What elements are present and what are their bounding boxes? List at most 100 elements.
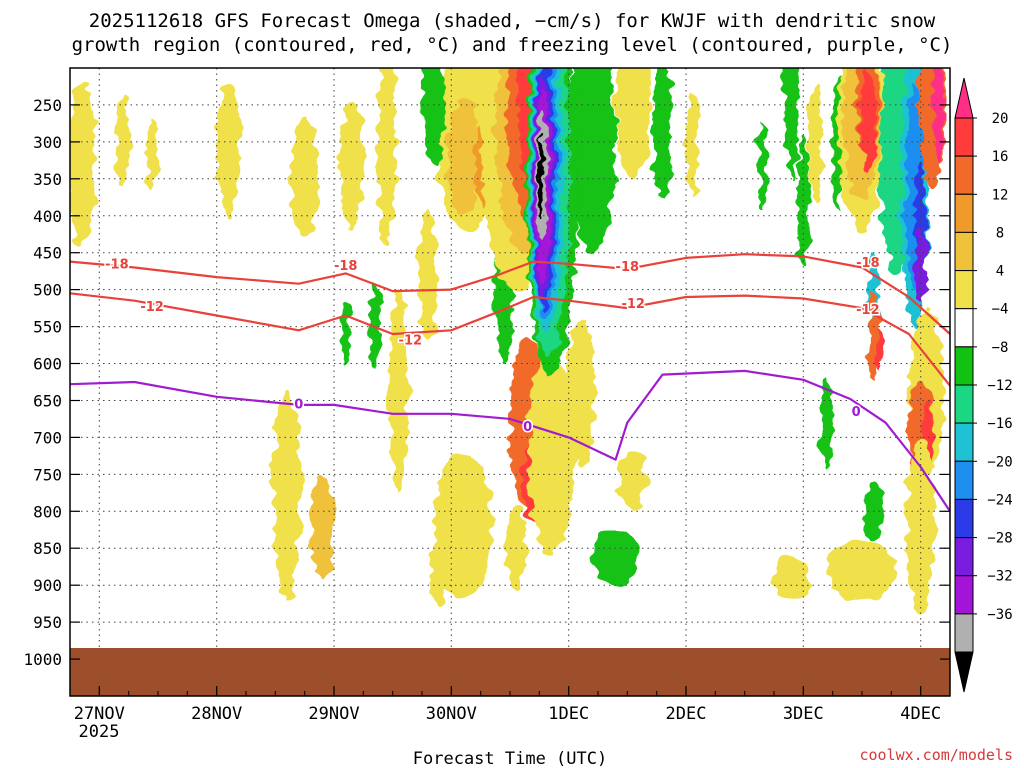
chart-title-line1: 2025112618 GFS Forecast Omega (shaded, −… (89, 10, 936, 32)
omega-blob-gold (310, 474, 334, 578)
colorbar-bottom-arrow (954, 651, 974, 693)
colorbar-label: −32 (987, 569, 1012, 585)
colorbar-label: −36 (987, 607, 1012, 623)
colorbar-swatch (954, 537, 974, 577)
contour-label-dgz-12: -12 (399, 333, 423, 348)
colorbar-swatch (954, 193, 974, 233)
colorbar-top-arrow (954, 77, 974, 119)
omega-blob-black (537, 134, 544, 216)
colorbar-label: −28 (987, 531, 1012, 547)
colorbar-label: −24 (987, 492, 1012, 508)
x-tick-label: 3DEC (783, 704, 824, 724)
contour-freezing-level (70, 369, 950, 512)
colorbar-label: −8 (992, 340, 1009, 356)
contour-label-dgz-12: -12 (140, 300, 164, 315)
y-tick-label: 950 (33, 613, 62, 632)
omega-blob-yellow (826, 540, 898, 601)
omega-blob-green (422, 68, 446, 165)
colorbar-label: 4 (996, 264, 1004, 280)
omega-blob-yellow (527, 348, 575, 556)
omega-blob-yellow (619, 452, 648, 512)
y-tick-label: 400 (33, 207, 62, 226)
x-axis: 27NOV 28NOV 29NOV 30NOV 1DEC 2DEC 3DEC 4DEC (74, 686, 941, 724)
ground-surface (70, 648, 950, 696)
colorbar-label: −12 (987, 378, 1012, 394)
colorbar-label: 8 (996, 225, 1004, 241)
omega-blob-yellow (216, 82, 241, 216)
omega-blob-gold (446, 97, 480, 216)
y-tick-label: 550 (33, 318, 62, 337)
omega-blob-yellow (808, 82, 823, 201)
omega-blob-pink (932, 68, 945, 165)
y-tick-label: 250 (33, 96, 62, 115)
omega-blob-yellow (70, 82, 96, 246)
omega-blob-yellow (389, 289, 408, 497)
contour-label-freezing-level: 0 (294, 398, 303, 413)
x-tick-label: 28NOV (191, 704, 242, 724)
omega-blob-yellow (430, 533, 449, 608)
omega-blob-red (876, 326, 884, 371)
contour-label-dgz-18: -18 (856, 256, 880, 271)
colorbar-swatch (954, 117, 974, 157)
x-tick-label: 27NOV (74, 704, 125, 724)
x-tick-label: 29NOV (308, 704, 359, 724)
omega-blob-green (592, 526, 640, 586)
contour-dgz-18 (70, 253, 950, 335)
colorbar-label: 12 (992, 187, 1009, 203)
omega-blob-green (784, 68, 799, 179)
contour-label-dgz-18: -18 (616, 260, 640, 275)
contour-dgz-12 (70, 292, 950, 387)
y-tick-label: 650 (33, 392, 62, 411)
omega-blob-yellow (115, 97, 130, 187)
y-tick-label: 600 (33, 355, 62, 374)
omega-blob-green (653, 68, 672, 201)
colorbar-swatch (954, 575, 974, 615)
colorbar-swatch (954, 460, 974, 500)
x-tick-label: 30NOV (426, 704, 477, 724)
omega-blob-yellow (566, 319, 595, 467)
omega-blob-green (341, 304, 351, 364)
colorbar-label: −4 (992, 302, 1009, 318)
colorbar-label: 16 (992, 149, 1009, 165)
x-tick-label: 1DEC (548, 704, 589, 724)
omega-blob-red (859, 68, 877, 172)
contour-label-dgz-12: -12 (621, 297, 645, 312)
omega-blob-green (757, 119, 767, 209)
contour-label-freezing-level: 0 (852, 405, 861, 420)
contour-label-dgz-18: -18 (105, 257, 129, 272)
y-tick-label: 450 (33, 244, 62, 263)
x-year-label: 2025 (79, 722, 120, 742)
colorbar: 20 16 12 8 4 −4 −8 −12 −16 −20 −24 −28 −32 −36 (954, 77, 1013, 693)
x-tick-label: 2DEC (666, 704, 707, 724)
contour-label-dgz-12: -12 (856, 303, 880, 318)
y-tick-label: 1000 (23, 650, 62, 669)
omega-blob-yellow (615, 68, 651, 179)
y-tick-label: 700 (33, 428, 62, 447)
contour-label-freezing-level: 0 (523, 420, 532, 435)
omega-blob-yellow (290, 119, 319, 238)
colorbar-label: −20 (987, 454, 1012, 470)
y-tick-label: 850 (33, 539, 62, 558)
credit-text: coolwx.com/models (859, 746, 1013, 764)
contour-label-dgz-18: -18 (334, 259, 358, 274)
omega-blob-yellow (906, 437, 935, 615)
colorbar-label: 20 (992, 111, 1009, 127)
y-tick-label: 800 (33, 502, 62, 521)
colorbar-swatch (954, 422, 974, 462)
omega-blob-green (568, 68, 616, 253)
omega-blob-yellow (273, 393, 302, 600)
y-tick-label: 750 (33, 465, 62, 484)
grid-lines (70, 68, 950, 696)
x-axis-label: Forecast Time (UTC) (413, 749, 607, 768)
y-tick-label: 350 (33, 170, 62, 189)
colorbar-swatch (954, 498, 974, 538)
colorbar-swatch (954, 231, 974, 271)
colorbar-swatch (954, 346, 974, 386)
colorbar-swatch (954, 270, 974, 310)
chart-title-line2: growth region (contoured, red, °C) and f… (72, 34, 953, 56)
plot-area: -18 -18 -18 -18 -12 -12 -12 -12 0 0 0 (70, 68, 950, 696)
y-tick-label: 300 (33, 133, 62, 152)
colorbar-swatch (954, 155, 974, 195)
contour-lines: -18 -18 -18 -18 -12 -12 -12 -12 0 0 0 (70, 253, 950, 512)
